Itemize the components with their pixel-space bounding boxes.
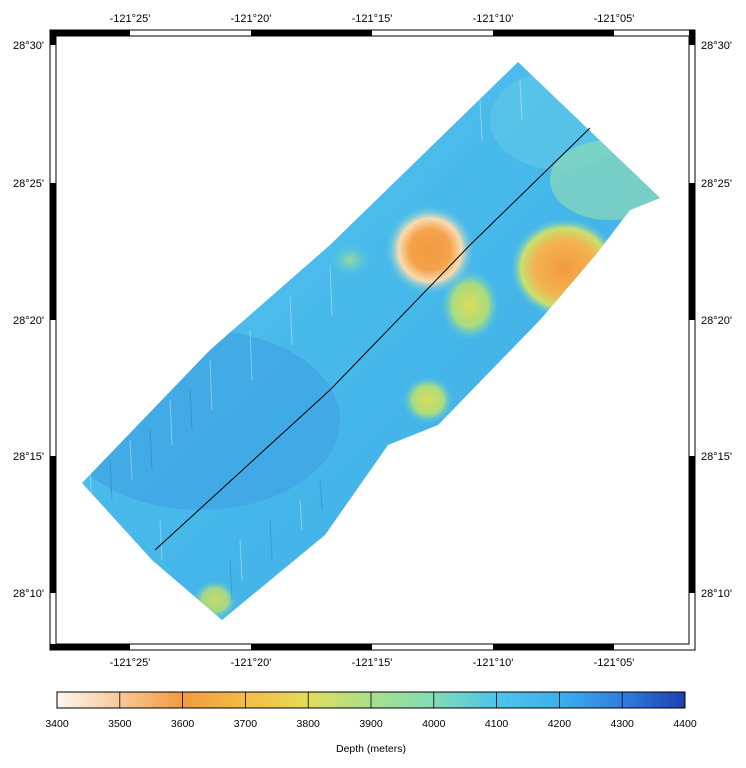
lat-label-left: 28°20': [13, 315, 44, 327]
colorbar-tick-label: 4100: [485, 718, 509, 730]
lat-label-right: 28°20': [701, 315, 732, 327]
lat-label-left: 28°10': [13, 588, 44, 600]
lat-label-left: 28°25': [13, 178, 44, 190]
lon-label-top: -121°25': [110, 13, 151, 25]
lon-label-bottom: -121°25': [110, 657, 151, 669]
colorbar-tick-label: 3800: [297, 718, 321, 730]
lat-label-right: 28°10': [701, 588, 732, 600]
ship-track-line: [154, 127, 591, 551]
colorbar-tick-label: 3900: [359, 718, 383, 730]
colorbar-title: Depth (meters): [336, 743, 406, 755]
lat-label-left: 28°30': [13, 40, 44, 52]
longitude-labels-bottom: -121°25' -121°20' -121°15' -121°10' -121…: [110, 657, 635, 669]
colorbar-dividers: [119, 692, 623, 708]
lon-label-bottom: -121°05': [594, 657, 635, 669]
latitude-labels-left: 28°30' 28°25' 28°20' 28°15' 28°10': [13, 40, 44, 600]
colorbar-tick-label: 4000: [422, 718, 446, 730]
frame-checker-right: [689, 30, 695, 593]
map-frame-outer: [49, 29, 696, 651]
lon-label-top: -121°15': [352, 13, 393, 25]
frame-checker-top: [50, 30, 614, 36]
lon-label-bottom: -121°15': [352, 657, 393, 669]
lat-label-left: 28°15': [13, 451, 44, 463]
lon-label-top: -121°20': [231, 13, 272, 25]
lon-label-top: -121°05': [594, 13, 635, 25]
colorbar-tick-label: 3700: [234, 718, 258, 730]
colorbar-tick-label: 3500: [108, 718, 132, 730]
frame-checker-left: [50, 30, 56, 593]
lon-label-top: -121°10': [473, 13, 514, 25]
lat-label-right: 28°15': [701, 451, 732, 463]
lat-label-right: 28°30': [701, 40, 732, 52]
colorbar-tick-labels: 3400 3500 3600 3700 3800 3900 4000 4100 …: [45, 718, 697, 730]
colorbar-tick-label: 4200: [548, 718, 572, 730]
colorbar-tick-label: 3400: [45, 718, 69, 730]
colorbar-tick-label: 4400: [673, 718, 697, 730]
latitude-labels-right: 28°30' 28°25' 28°20' 28°15' 28°10': [701, 40, 732, 600]
lon-label-bottom: -121°10': [473, 657, 514, 669]
lat-label-right: 28°25': [701, 178, 732, 190]
colorbar-tick-label: 3600: [171, 718, 195, 730]
lon-label-bottom: -121°20': [231, 657, 272, 669]
frame-checker-bottom: [50, 644, 614, 650]
longitude-labels-top: -121°25' -121°20' -121°15' -121°10' -121…: [110, 13, 635, 25]
colorbar-tick-label: 4300: [611, 718, 635, 730]
